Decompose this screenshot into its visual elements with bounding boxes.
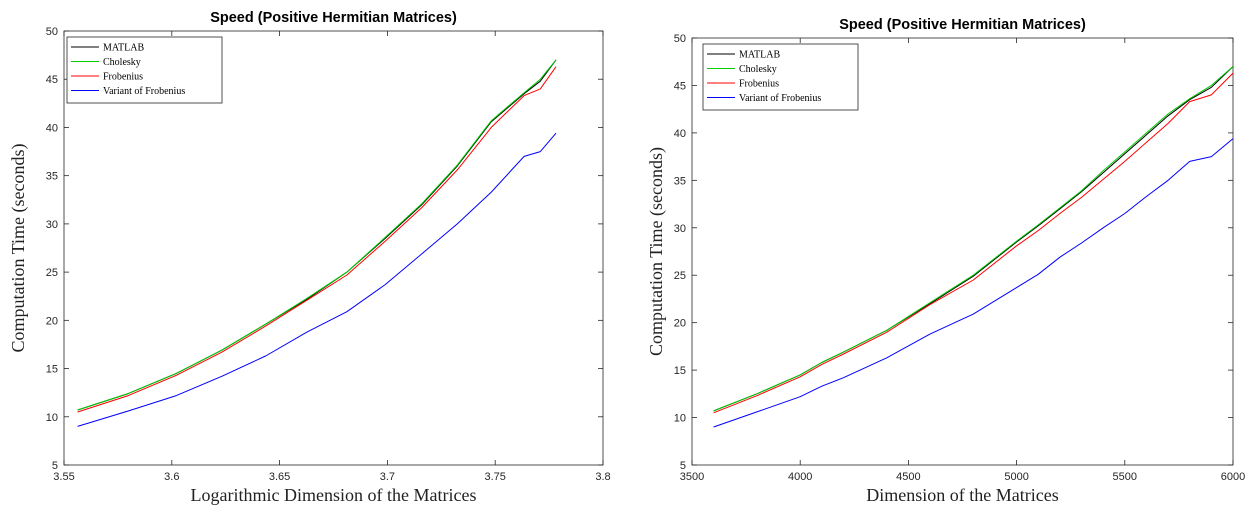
chart-2-y-tick-label: 20 <box>674 318 686 330</box>
chart-2-y-tick-label: 25 <box>674 270 686 282</box>
chart-2-series-frobenius-line <box>713 72 1234 414</box>
chart-1-legend-label: Cholesky <box>103 57 141 68</box>
chart-1-y-tick-label: 40 <box>46 122 58 134</box>
chart-2-legend-label: Frobenius <box>739 79 779 90</box>
chart-2-y-tick-label: 35 <box>674 175 686 187</box>
chart-1-y-tick-label: 20 <box>46 315 58 327</box>
chart-1-y-tick-label: 45 <box>46 74 58 86</box>
chart-2-x-tick-label: 5500 <box>1113 471 1137 483</box>
chart-1-x-axis-label: Logarithmic Dimension of the Matrices <box>191 485 477 505</box>
chart-1-x-tick-label: 3.6 <box>164 471 179 483</box>
chart-2-y-tick-label: 30 <box>674 223 686 235</box>
chart-1-x-tick-label: 3.7 <box>380 471 395 483</box>
chart-1-y-tick-label: 50 <box>46 26 58 38</box>
chart-2-legend-label: Cholesky <box>739 64 777 75</box>
chart-1-x-tick-label: 3.8 <box>595 471 610 483</box>
chart-1-y-tick-label: 10 <box>46 412 58 424</box>
chart-1-x-tick-label: 3.65 <box>269 471 290 483</box>
chart-1-y-tick-label: 30 <box>46 219 58 231</box>
chart-2-y-tick-label: 50 <box>674 33 686 45</box>
chart-1-series-cholesky-line <box>77 59 557 411</box>
chart-1-y-tick-label: 25 <box>46 267 58 279</box>
chart-1-y-tick-label: 35 <box>46 171 58 183</box>
chart-2-legend-box <box>702 43 859 111</box>
chart-2-y-tick-label: 40 <box>674 128 686 140</box>
chart-1: 3.55 3.6 3.65 3.7 3.75 3.8 5 10 15 20 25 30 35 40 45 50… <box>8 10 611 505</box>
chart-2-y-tick-label: 5 <box>680 460 686 472</box>
chart-2-x-tick-label: 4000 <box>788 471 812 483</box>
chart-2-y-tick-label: 15 <box>674 365 686 377</box>
chart-1-legend-box <box>66 36 223 104</box>
chart-2-y-tick-label: 45 <box>674 80 686 92</box>
chart-2-x-tick-label: 3500 <box>680 471 704 483</box>
chart-2: 3500 4000 4500 5000 5500 6000 5 10 15 20 25 30 35 40 4… <box>646 17 1245 505</box>
chart-1-y-axis-label: Computation Time (seconds) <box>8 143 29 352</box>
chart-1-legend-label: MATLAB <box>103 43 144 54</box>
chart-1-y-tick-label: 15 <box>46 364 58 376</box>
chart-1-x-tick-label: 3.75 <box>484 471 505 483</box>
chart-1-legend: MATLAB Cholesky Frobenius Variant of Froben… <box>66 36 223 104</box>
chart-2-series-variant-of-frobenius-line <box>713 138 1234 428</box>
chart-2-y-tick-label: 10 <box>674 413 686 425</box>
chart-2-x-tick-label: 5000 <box>1004 471 1028 483</box>
chart-2-legend: MATLAB Cholesky Frobenius Variant of Froben… <box>702 43 859 111</box>
chart-2-legend-label: MATLAB <box>739 50 780 61</box>
chart-1-legend-label: Frobenius <box>103 72 143 83</box>
chart-1-x-tick-label: 3.55 <box>53 471 74 483</box>
chart-2-title: Speed (Positive Hermitian Matrices) <box>839 17 1086 33</box>
chart-1-series-variant-of-frobenius-line <box>77 132 557 427</box>
chart-1-series-frobenius-line <box>77 66 557 413</box>
chart-2-x-tick-label: 6000 <box>1221 471 1245 483</box>
chart-2-x-tick-label: 4500 <box>896 471 920 483</box>
chart-1-y-tick-label: 5 <box>52 460 58 472</box>
chart-1-title: Speed (Positive Hermitian Matrices) <box>210 10 457 26</box>
chart-2-legend-label: Variant of Frobenius <box>739 93 821 104</box>
chart-2-x-axis-label: Dimension of the Matrices <box>866 485 1058 505</box>
chart-2-series-cholesky-line <box>713 66 1234 412</box>
chart-2-y-axis-label: Computation Time (seconds) <box>646 147 667 356</box>
chart-1-legend-label: Variant of Frobenius <box>103 86 185 97</box>
